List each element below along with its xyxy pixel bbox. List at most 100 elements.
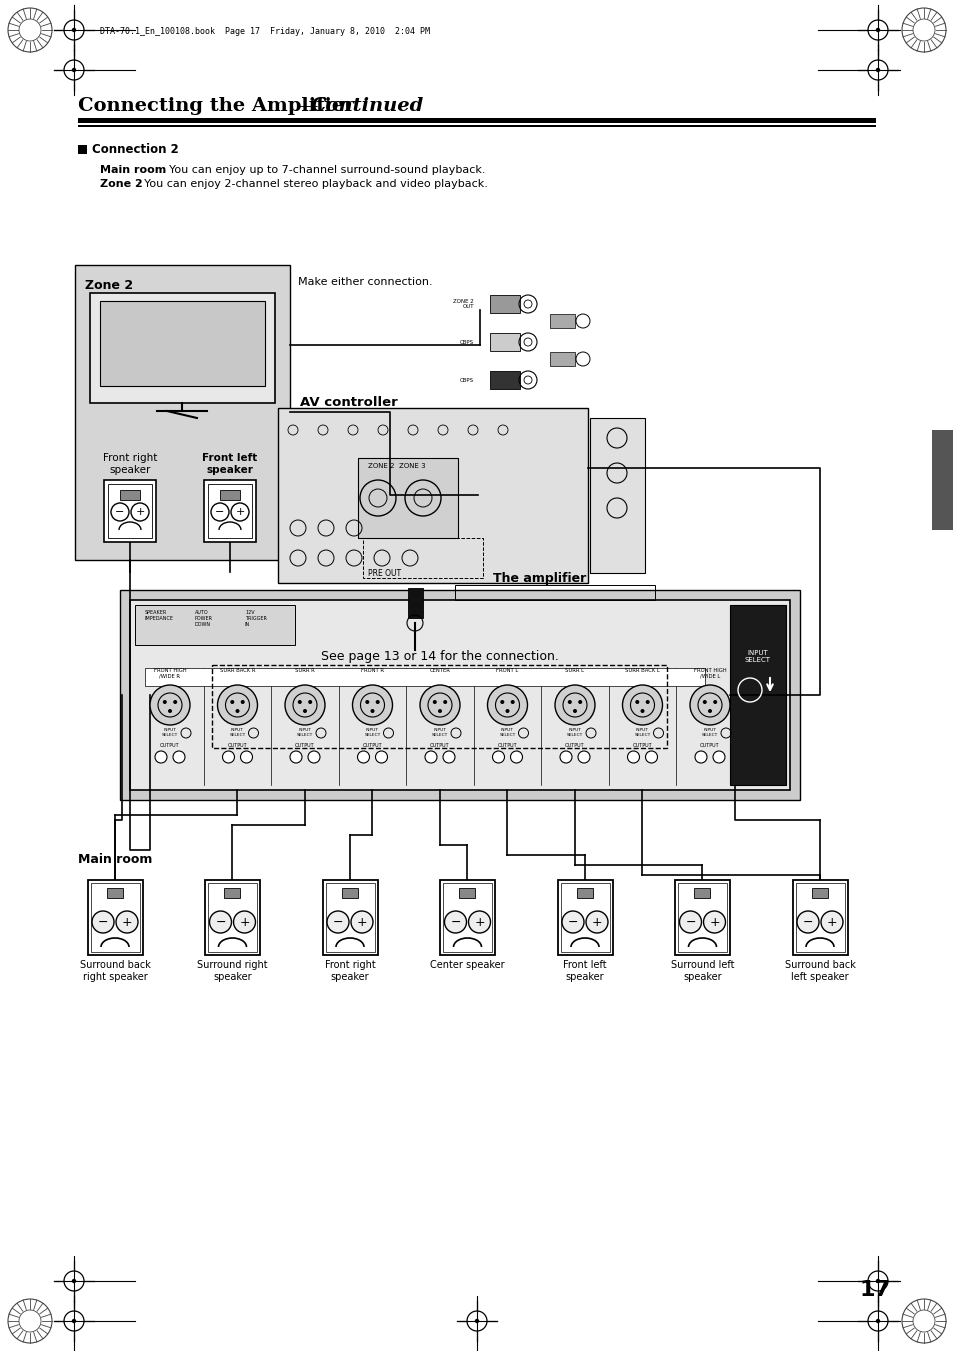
Circle shape [443, 700, 447, 704]
Text: Front right
speaker: Front right speaker [324, 961, 375, 982]
Text: INPUT
SELECT: INPUT SELECT [744, 650, 770, 663]
Circle shape [796, 911, 818, 934]
Text: −: − [215, 916, 226, 928]
Text: Front left
speaker: Front left speaker [202, 453, 257, 474]
Circle shape [639, 709, 644, 713]
Bar [589, 417, 644, 573]
Circle shape [442, 751, 455, 763]
Text: Main room: Main room [100, 165, 166, 176]
Text: : You can enjoy up to 7-channel surround-sound playback.: : You can enjoy up to 7-channel surround… [162, 165, 485, 176]
Text: Main room: Main room [78, 852, 152, 866]
Circle shape [168, 709, 172, 713]
Circle shape [172, 751, 185, 763]
Text: +: + [826, 916, 837, 928]
Circle shape [419, 685, 459, 725]
Circle shape [217, 685, 257, 725]
Bar [100, 301, 265, 386]
Text: : You can enjoy 2-channel stereo playback and video playback.: : You can enjoy 2-channel stereo playbac… [137, 178, 487, 189]
Bar [363, 538, 482, 578]
Bar [795, 884, 844, 952]
Bar [130, 600, 789, 790]
Bar [224, 888, 240, 898]
Circle shape [876, 1279, 879, 1282]
Circle shape [375, 751, 387, 763]
Text: INPUT
SELECT: INPUT SELECT [162, 728, 178, 736]
Circle shape [210, 911, 232, 934]
Circle shape [327, 911, 349, 934]
Text: +: + [474, 916, 484, 928]
Text: −: − [215, 507, 225, 517]
Text: INPUT
SELECT: INPUT SELECT [364, 728, 380, 736]
Bar [88, 880, 143, 955]
Bar [459, 888, 475, 898]
Circle shape [475, 1320, 478, 1323]
Circle shape [91, 911, 113, 934]
Circle shape [622, 685, 661, 725]
Text: OUTPUT: OUTPUT [430, 743, 450, 748]
Text: SURR BACK L: SURR BACK L [624, 667, 659, 673]
Circle shape [424, 751, 436, 763]
Bar [75, 265, 290, 561]
Text: CBPS: CBPS [459, 377, 474, 382]
Bar [490, 372, 519, 389]
Text: PRE OUT: PRE OUT [368, 569, 400, 578]
Circle shape [510, 700, 515, 704]
Circle shape [240, 751, 253, 763]
Bar [108, 484, 152, 538]
Text: SPEAKER
IMPEDANCE: SPEAKER IMPEDANCE [145, 611, 173, 621]
Text: FRONT R: FRONT R [360, 667, 384, 673]
Text: Continued: Continued [311, 97, 424, 115]
Bar [120, 590, 800, 800]
Text: +: + [591, 916, 601, 928]
Circle shape [222, 751, 234, 763]
Circle shape [702, 911, 724, 934]
Text: AV controller: AV controller [299, 396, 397, 409]
Bar [323, 880, 377, 955]
Bar [341, 888, 357, 898]
Text: +: + [135, 507, 145, 517]
Circle shape [578, 751, 589, 763]
Text: FRONT HIGH
/WIDE R: FRONT HIGH /WIDE R [153, 667, 186, 678]
Bar [90, 293, 274, 403]
Text: INPUT
SELECT: INPUT SELECT [634, 728, 650, 736]
Text: ZONE 2
OUT: ZONE 2 OUT [453, 299, 474, 309]
Text: Surround left
speaker: Surround left speaker [670, 961, 734, 982]
Text: INPUT
SELECT: INPUT SELECT [229, 728, 245, 736]
Circle shape [72, 28, 75, 31]
Text: −: − [115, 507, 125, 517]
Bar [408, 588, 422, 617]
Text: Surround back
right speaker: Surround back right speaker [79, 961, 151, 982]
Circle shape [510, 751, 522, 763]
Bar [208, 484, 252, 538]
Bar [443, 884, 492, 952]
Circle shape [72, 1320, 75, 1323]
Circle shape [627, 751, 639, 763]
Text: See page 13 or 14 for the connection.: See page 13 or 14 for the connection. [321, 650, 558, 663]
Circle shape [303, 709, 307, 713]
Text: −: − [684, 916, 695, 928]
Circle shape [567, 700, 571, 704]
Bar [694, 888, 710, 898]
Bar [440, 880, 495, 955]
Text: 17: 17 [859, 1279, 889, 1300]
Bar [205, 880, 260, 955]
Circle shape [876, 1320, 879, 1323]
Circle shape [352, 685, 392, 725]
Text: The amplifier: The amplifier [493, 571, 586, 585]
Bar [213, 665, 667, 748]
Bar [490, 332, 519, 351]
Bar [729, 605, 785, 785]
Text: OUTPUT: OUTPUT [700, 743, 720, 748]
Bar [560, 884, 609, 952]
Text: DTA-70.1_En_100108.book  Page 17  Friday, January 8, 2010  2:04 PM: DTA-70.1_En_100108.book Page 17 Friday, … [100, 27, 430, 36]
Bar [792, 880, 847, 955]
Bar [357, 458, 457, 538]
Bar [120, 490, 140, 500]
Circle shape [163, 700, 167, 704]
Bar [558, 880, 613, 955]
Text: INPUT
SELECT: INPUT SELECT [566, 728, 582, 736]
Circle shape [173, 700, 177, 704]
Text: ZONE 2  ZONE 3: ZONE 2 ZONE 3 [368, 463, 425, 469]
Text: OUTPUT: OUTPUT [294, 743, 314, 748]
Bar [326, 884, 375, 952]
